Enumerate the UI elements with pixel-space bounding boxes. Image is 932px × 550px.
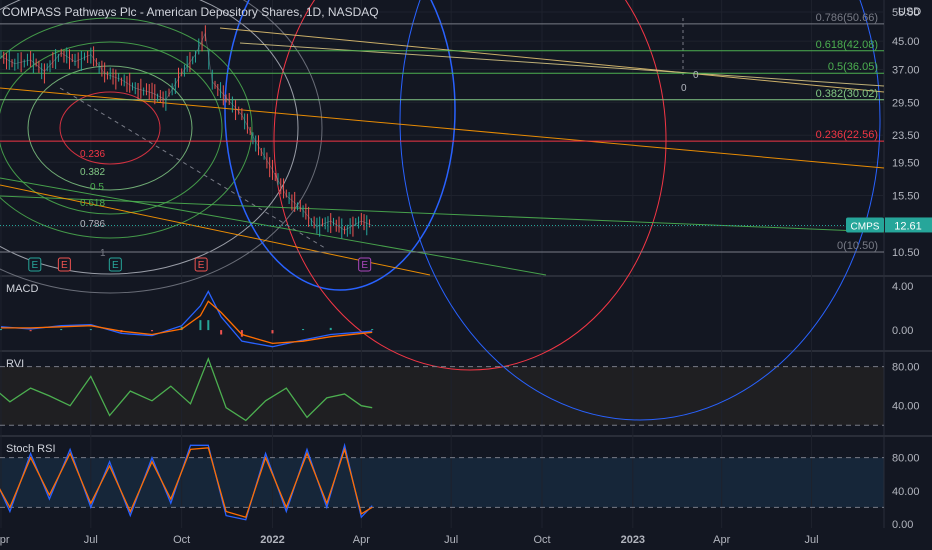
macd-histogram-bar [89,328,92,331]
price-axis-label: 29.50 [892,97,920,109]
fib-circle-5 [0,0,323,294]
time-axis-label: Oct [173,534,190,546]
time-axis-label: Oct [533,534,550,546]
rvi-band-background [0,366,884,426]
speed-fan-label: 0 [681,83,687,94]
earnings-marker: E [361,260,368,271]
earnings-marker-box [194,257,208,272]
price-axis-label: 23.50 [892,130,920,142]
rvi-line [0,356,373,422]
macd-histogram-bar [207,320,210,331]
macd-axis-label: 0.00 [892,325,913,337]
last-price-ticker: CMPS [851,221,880,232]
time-axis-label: Jul [444,534,458,546]
fib-circle-4 [0,0,299,275]
last-price-ticker-badge [846,217,884,233]
macd-histogram-bar [199,320,202,331]
macd-histogram-bar [302,328,305,331]
earnings-marker: E [112,260,119,271]
fib-circle-label: 0.618 [80,198,105,209]
earnings-marker: E [61,260,68,271]
rvi-axis-label: 80.00 [892,362,920,374]
fib-level-label: 0.382(30.02) [816,88,878,100]
dashed-diagonal [59,87,326,249]
fib-circle-red [273,0,667,371]
fib-circle-0 [59,91,161,165]
price-axis-label: 10.50 [892,247,920,259]
trend-line-0 [0,87,885,169]
macd-signal-line [1,300,373,345]
fib-circle-label: 0.236 [80,149,105,160]
fib-level-label: 0.5(36.05) [828,61,878,73]
trend-line-1 [219,27,885,93]
fib-circle-label: 0.382 [80,167,105,178]
fib-circle-1 [27,65,193,191]
macd-axis-label: 4.00 [892,281,913,293]
fib-circle-label: 0.786 [80,219,105,230]
time-axis-label: 2022 [260,534,284,546]
fib-circle-3 [0,17,253,239]
time-axis-label: Jul [804,534,818,546]
earnings-marker-box [108,257,122,272]
speed-fan-label: 0 [693,70,699,81]
time-axis-label: Apr [713,534,730,546]
fib-circle-label: 0.5 [90,182,104,193]
fib-circle-outer-blue [399,0,881,421]
trend-line-2 [239,42,885,87]
stoch-d-line [0,447,373,518]
fib-level-label: 0(10.50) [837,240,878,252]
last-price-value: 12.61 [894,220,922,232]
time-axis-label: 2023 [621,534,645,546]
stoch-band-background [0,457,884,508]
trend-line-4 [0,177,547,276]
time-axis-label: Apr [353,534,370,546]
pane-title-rvi: RVI [6,358,24,370]
macd-histogram-bar [240,330,243,337]
time-axis-label: Jul [84,534,98,546]
fib-circle-2 [0,41,223,215]
pane-title-macd: MACD [6,283,38,295]
fib-circle-blue [224,0,456,291]
fib-circle-label: 1 [100,248,106,259]
fib-level-label: 0.236(22.56) [816,129,878,141]
macd-histogram-bar [371,328,374,331]
time-axis-label: Apr [0,534,10,546]
earnings-marker: E [198,260,205,271]
earnings-marker-box [57,257,71,272]
last-price-badge [885,217,932,233]
price-axis-label: 55.00 [892,7,920,19]
macd-histogram-bar [0,328,2,331]
currency-label[interactable]: USD [898,6,922,18]
trend-line-3 [0,195,885,233]
macd-histogram-bar [151,330,154,332]
fib-level-label: 0.618(42.08) [816,39,878,51]
macd-histogram-bar [60,328,63,331]
price-axis-label: 37.00 [892,64,920,76]
price-axis-label: 15.50 [892,191,920,203]
stoch-axis-label: 80.00 [892,453,920,465]
price-axis-label: 45.00 [892,36,920,48]
macd-histogram-bar [220,330,223,335]
macd-histogram-bar [329,327,332,331]
macd-histogram-bar [271,330,274,334]
stoch-axis-label: 0.00 [892,519,913,531]
fib-level-label: 0.786(50.66) [816,12,878,24]
pane-title-stoch: Stoch RSI [6,443,56,455]
earnings-marker-box [358,257,372,272]
chart-title: COMPASS Pathways Plc - American Deposito… [2,5,379,19]
stoch-axis-label: 40.00 [892,486,920,498]
price-series-line [0,32,373,231]
earnings-marker: E [31,260,38,271]
rvi-axis-label: 40.00 [892,401,920,413]
earnings-marker-box [28,257,42,272]
price-axis-label: 19.50 [892,157,920,169]
macd-histogram-bar [29,330,32,332]
